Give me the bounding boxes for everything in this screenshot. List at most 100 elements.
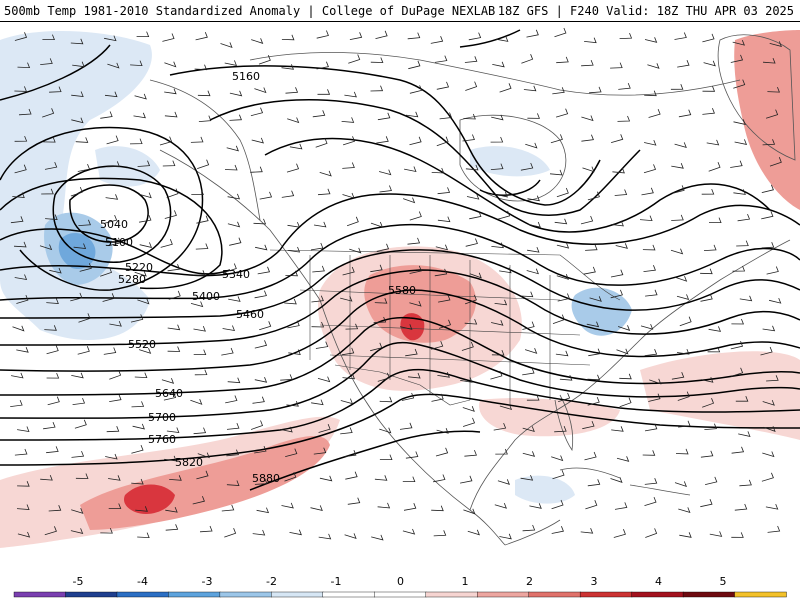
wind-barb — [162, 33, 175, 42]
wind-barb — [346, 216, 359, 227]
wind-barb — [767, 525, 781, 533]
wind-barb — [465, 238, 478, 247]
wind-barb — [403, 503, 417, 511]
arctic-coast — [249, 52, 741, 96]
wind-barb — [194, 64, 208, 71]
wind-barb — [460, 475, 473, 484]
wind-barb — [583, 266, 596, 275]
wind-barb — [522, 524, 536, 532]
wind-barb — [137, 298, 150, 305]
legend-tick-label: 0 — [397, 575, 404, 588]
wind-barb — [47, 396, 60, 406]
wind-barb — [135, 506, 148, 512]
wind-barb — [197, 159, 210, 169]
wind-barb — [615, 243, 628, 249]
legend-tick-label: -4 — [137, 575, 148, 588]
wind-barb — [16, 294, 29, 304]
wind-barb — [649, 378, 662, 385]
wind-barb — [643, 164, 657, 174]
wind-barb — [765, 109, 779, 119]
wind-barb — [499, 83, 512, 93]
wind-barb — [640, 323, 654, 330]
wind-barb — [73, 243, 87, 249]
wind-barb — [197, 452, 210, 459]
wind-barb — [348, 54, 361, 64]
wind-barb — [435, 244, 449, 251]
wind-barb — [522, 451, 536, 457]
wind-barb — [730, 160, 743, 168]
wind-barb — [77, 163, 91, 172]
wind-barb — [526, 268, 539, 275]
wind-barb — [228, 296, 241, 302]
wind-barb — [554, 425, 567, 433]
wind-barb — [14, 86, 27, 92]
wind-barb — [462, 406, 475, 412]
wind-barb — [732, 265, 746, 272]
wind-barb — [109, 320, 122, 327]
wind-barb — [109, 394, 122, 402]
wind-barb — [708, 162, 721, 172]
wind-barb — [289, 529, 302, 536]
wind-barb — [556, 187, 569, 198]
wind-barb — [700, 268, 713, 275]
wind-barb — [78, 313, 91, 323]
wind-barb — [469, 272, 482, 279]
wind-barb — [761, 184, 774, 193]
wind-barb — [342, 162, 355, 169]
wind-barb — [251, 38, 264, 44]
wind-barb — [648, 393, 661, 402]
label-5160: 5160 — [232, 70, 260, 83]
wind-barb — [379, 185, 392, 193]
wind-barb — [192, 270, 206, 276]
wind-barb — [193, 325, 206, 332]
wind-barb — [226, 422, 240, 430]
wind-barb — [461, 341, 474, 351]
wind-barb — [495, 36, 509, 42]
wind-barb — [134, 372, 148, 379]
wind-barb — [437, 187, 451, 195]
wind-barb — [610, 289, 623, 299]
wind-barb — [612, 167, 625, 174]
wind-barb — [315, 138, 328, 148]
wind-barb — [376, 243, 390, 252]
wind-barb — [522, 321, 535, 330]
wind-barb — [763, 426, 776, 432]
wind-barb — [671, 214, 684, 221]
wind-barb — [436, 428, 449, 434]
wind-barb — [462, 134, 475, 142]
wind-barb — [491, 349, 505, 356]
wind-barb — [552, 314, 565, 324]
warm-anomaly-pacific-core — [124, 484, 175, 515]
wind-barb — [14, 135, 28, 142]
wind-barb — [642, 450, 656, 456]
wind-barb — [647, 63, 660, 69]
wind-barb — [226, 480, 240, 486]
wind-barb — [675, 448, 689, 455]
wind-barb — [674, 275, 688, 282]
wind-barb — [79, 263, 92, 272]
wind-barb — [132, 423, 145, 430]
cold-anomaly-hudson — [470, 146, 550, 177]
wind-barb — [490, 163, 504, 170]
wind-barb — [678, 507, 691, 514]
wind-barb — [704, 423, 717, 430]
wind-barb — [439, 112, 453, 120]
wind-barb — [254, 377, 268, 383]
wind-barb — [409, 300, 422, 307]
warm-anomaly-core-strong — [400, 313, 425, 341]
wind-barb — [610, 134, 624, 143]
wind-barb — [162, 160, 176, 167]
wind-barb — [315, 341, 329, 349]
caribbean-islands — [559, 467, 691, 496]
wind-barb — [259, 321, 272, 331]
wind-barb — [251, 137, 264, 144]
wind-barb — [584, 451, 597, 461]
wind-barb — [108, 475, 121, 481]
label-5400: 5400 — [192, 290, 220, 303]
wind-barb — [738, 431, 751, 437]
wind-barb — [468, 32, 482, 41]
wind-barb — [229, 90, 243, 97]
wind-barb — [617, 325, 631, 331]
wind-barb — [104, 214, 118, 224]
wind-barbs — [10, 27, 782, 541]
